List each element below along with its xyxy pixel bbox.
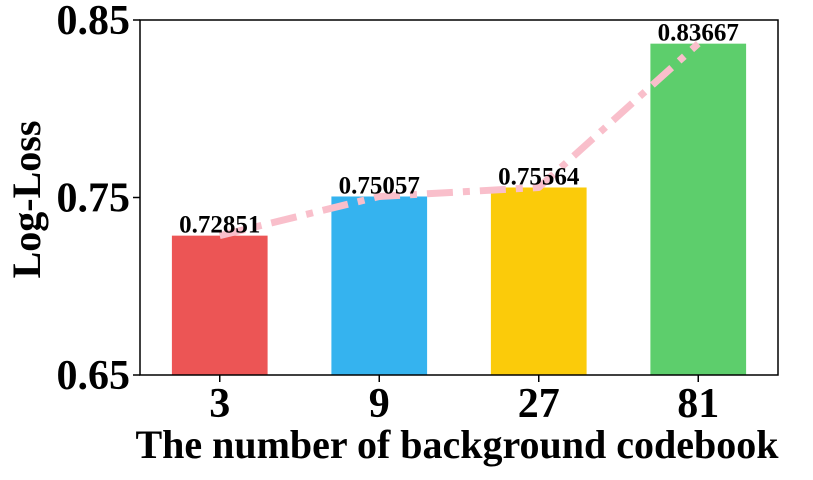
data-labels-layer: 0.72851 0.75057 0.75564 0.83667 (179, 20, 739, 239)
data-label-81: 0.83667 (658, 20, 739, 47)
bars-layer (171, 43, 747, 375)
x-tick-label: 3 (209, 381, 230, 427)
trend-line (218, 41, 701, 240)
bar-27 (490, 187, 587, 375)
x-axis-title: The number of background codebook (135, 422, 779, 467)
x-tick-label: 27 (518, 381, 560, 427)
y-axis-title: Log-Loss (4, 121, 49, 279)
data-label-27: 0.75564 (498, 163, 580, 190)
x-tick-label: 9 (369, 381, 390, 427)
bar-81 (650, 43, 747, 375)
data-label-9: 0.75057 (339, 172, 420, 199)
y-axis: 0.65 0.75 0.85 (57, 0, 140, 399)
bar-3 (171, 235, 268, 375)
y-tick-label: 0.85 (57, 0, 131, 44)
data-label-3: 0.72851 (179, 212, 260, 239)
y-tick-label: 0.65 (57, 353, 131, 399)
bar-9 (331, 196, 428, 375)
x-tick-label: 81 (677, 381, 719, 427)
x-axis: 3 9 27 81 (209, 375, 719, 427)
trend-line-layer (218, 41, 701, 240)
y-tick-label: 0.75 (57, 176, 131, 222)
